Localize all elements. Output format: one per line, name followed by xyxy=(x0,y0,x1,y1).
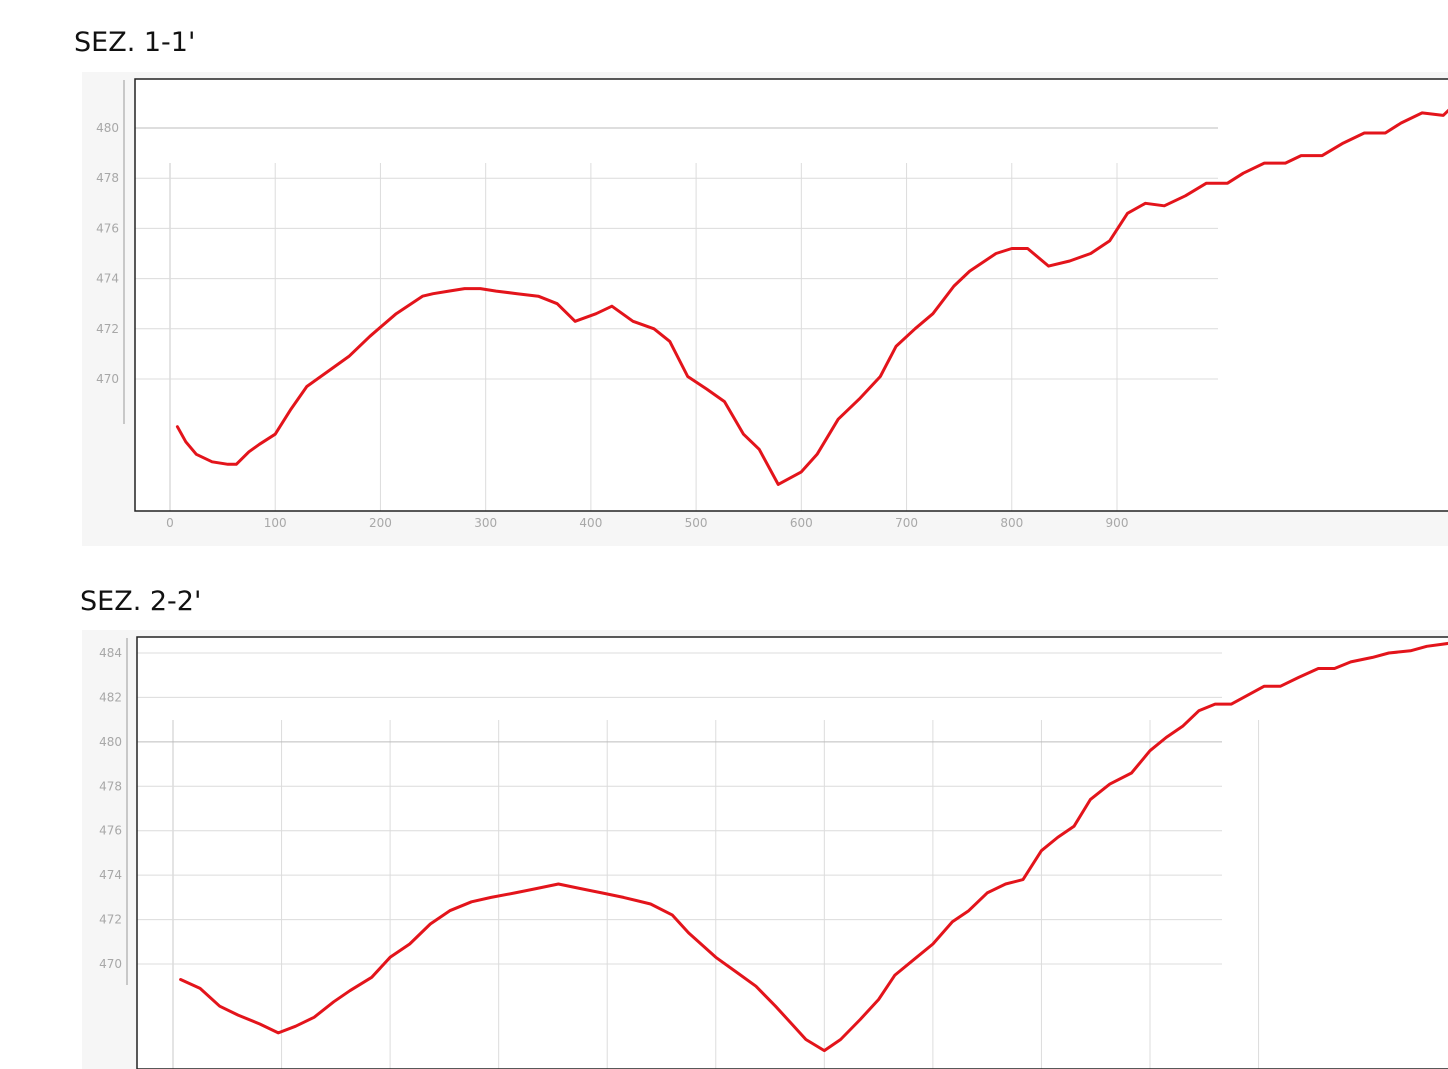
terrain-profile-line xyxy=(175,108,1448,486)
y-tick-label-470: 470 xyxy=(96,372,119,386)
x-tick-label-900: 900 xyxy=(1106,516,1129,530)
plot-content xyxy=(137,641,1448,1069)
x-tick-label-200: 200 xyxy=(369,516,392,530)
plot-area xyxy=(135,79,1448,511)
y-tick-label-472: 472 xyxy=(99,913,122,927)
y-tick-label-470: 470 xyxy=(99,957,122,971)
y-tick-label-478: 478 xyxy=(99,779,122,793)
plot-frame xyxy=(134,78,1448,512)
x-tick-label-600: 600 xyxy=(790,516,813,530)
section-2-title: SEZ. 2-2' xyxy=(80,586,202,617)
y-tick-label-480: 480 xyxy=(96,121,119,135)
y-tick-label-484: 484 xyxy=(99,646,122,660)
x-tick-label-300: 300 xyxy=(474,516,497,530)
x-tick-label-0: 0 xyxy=(166,516,174,530)
x-tick-label-700: 700 xyxy=(895,516,918,530)
x-tick-label-100: 100 xyxy=(264,516,287,530)
y-tick-label-476: 476 xyxy=(99,824,122,838)
x-tick-label-400: 400 xyxy=(579,516,602,530)
terrain-profile-line xyxy=(179,641,1448,1053)
plot-area xyxy=(137,637,1448,1069)
y-tick-label-476: 476 xyxy=(96,221,119,235)
section-1-title: SEZ. 1-1' xyxy=(74,27,196,58)
x-tick-label-500: 500 xyxy=(685,516,708,530)
y-tick-label-474: 474 xyxy=(99,868,122,882)
y-tick-label-480: 480 xyxy=(99,735,122,749)
y-tick-label-474: 474 xyxy=(96,272,119,286)
plot-content xyxy=(135,108,1448,511)
y-tick-label-482: 482 xyxy=(99,690,122,704)
y-tick-label-478: 478 xyxy=(96,171,119,185)
x-tick-label-800: 800 xyxy=(1000,516,1023,530)
plot-frame xyxy=(136,636,1448,1069)
y-tick-label-472: 472 xyxy=(96,322,119,336)
